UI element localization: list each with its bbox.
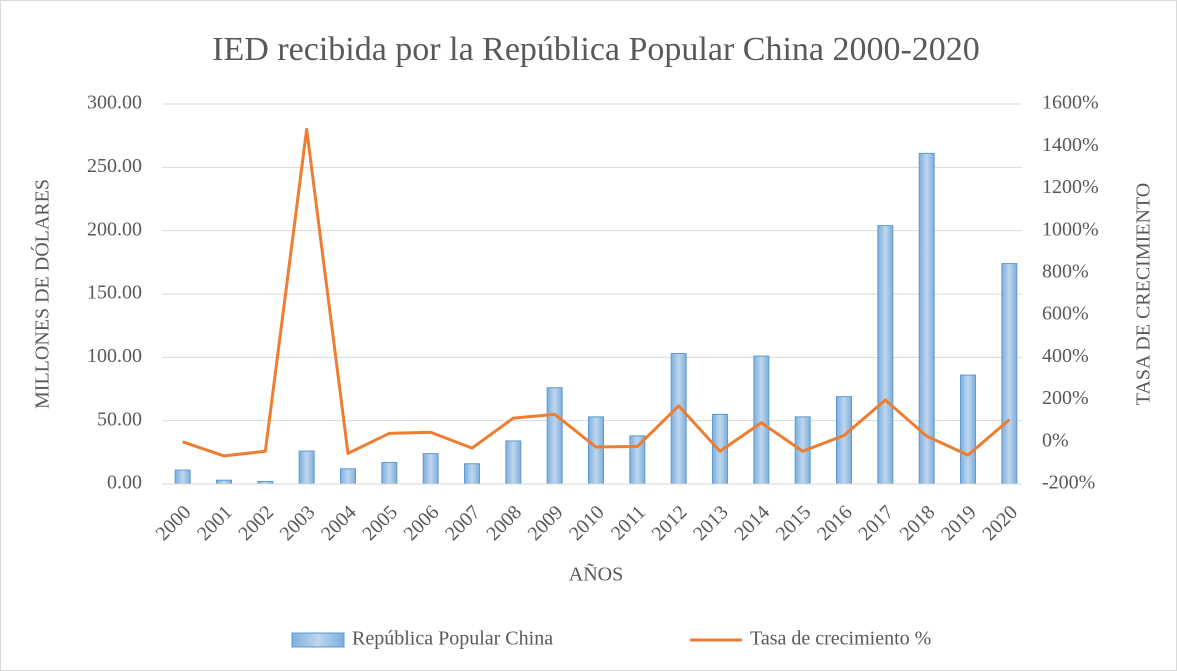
y-tick-label: 300.00 xyxy=(87,92,142,114)
y2-tick-label: 600% xyxy=(1042,303,1089,325)
y-tick-label: 0.00 xyxy=(107,472,142,494)
bar xyxy=(174,469,191,485)
y2-tick-label: 1200% xyxy=(1042,176,1099,198)
legend-label: República Popular China xyxy=(352,628,553,650)
bar xyxy=(1001,263,1018,485)
y-axis-title: MILLONES DE DÓLARES xyxy=(30,179,54,409)
bar xyxy=(546,387,563,485)
y-tick-label: 200.00 xyxy=(87,218,142,240)
bar xyxy=(670,353,687,485)
bar xyxy=(877,225,894,485)
y2-axis-title: TASA DE CRECIMIENTO xyxy=(1133,183,1155,405)
x-axis-title: AÑOS xyxy=(569,562,623,586)
bar xyxy=(505,440,522,485)
y2-tick-label: 200% xyxy=(1042,387,1089,409)
y-tick-label: 250.00 xyxy=(87,155,142,177)
y2-tick-label: 400% xyxy=(1042,345,1089,367)
y-tick-label: 100.00 xyxy=(87,345,142,367)
y2-tick-label: 1600% xyxy=(1042,92,1099,114)
bar xyxy=(464,463,480,485)
bar xyxy=(588,416,604,485)
y2-tick-label: 1000% xyxy=(1042,218,1099,240)
legend-swatch xyxy=(291,632,345,648)
y2-tick-label: 0% xyxy=(1042,429,1069,451)
legend-label: Tasa de crecimiento % xyxy=(750,628,931,650)
y-tick-label: 150.00 xyxy=(87,282,142,304)
y2-tick-label: 800% xyxy=(1042,260,1089,282)
chart-title: IED recibida por la República Popular Ch… xyxy=(212,31,980,68)
bar xyxy=(960,374,976,485)
bar xyxy=(298,450,315,485)
bar xyxy=(381,461,398,485)
bar xyxy=(836,396,852,485)
line xyxy=(182,127,1011,458)
bar xyxy=(340,468,356,485)
y2-tick-label: -200% xyxy=(1042,472,1095,494)
bar xyxy=(216,479,232,485)
bar xyxy=(753,355,770,485)
y-tick-label: 50.00 xyxy=(97,408,142,430)
y2-tick-label: 1400% xyxy=(1042,134,1099,156)
bar xyxy=(422,453,439,485)
